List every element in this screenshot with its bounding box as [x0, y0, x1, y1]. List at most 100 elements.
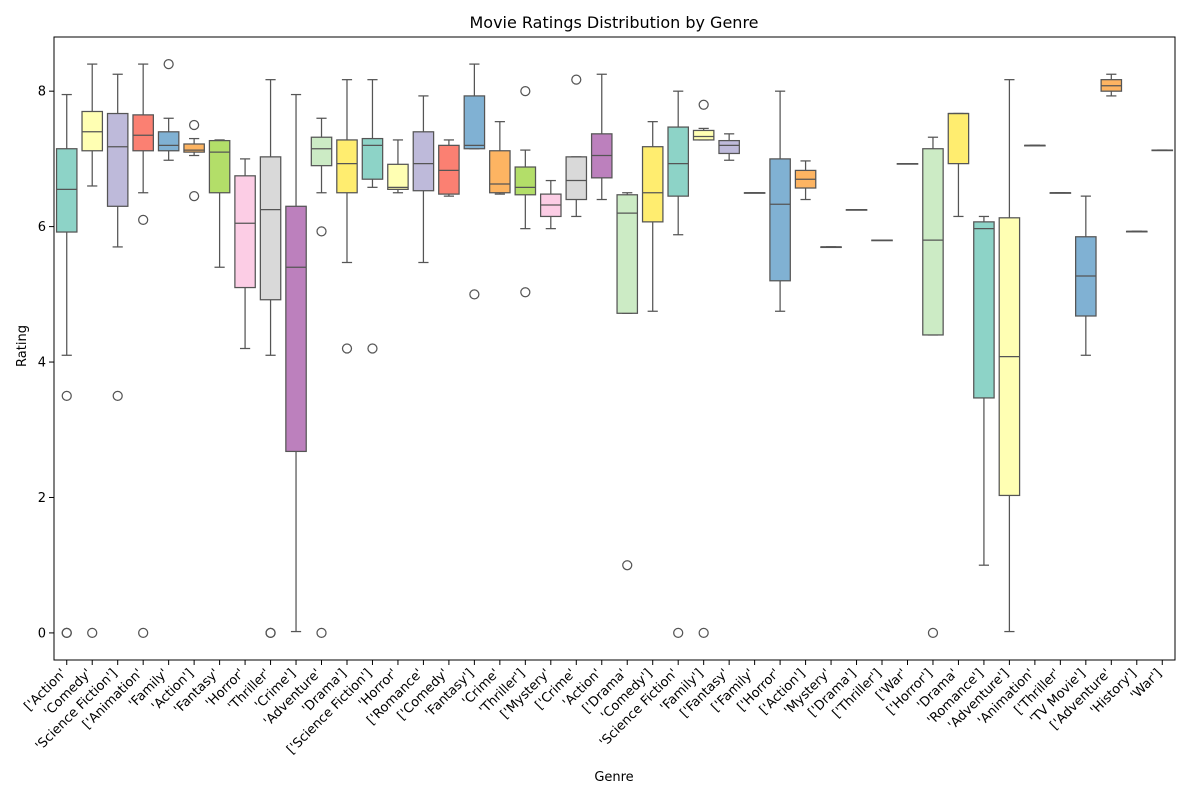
outlier-point: [520, 86, 531, 97]
box-group: [234, 158, 256, 350]
box: [769, 158, 791, 282]
box: [157, 131, 180, 152]
outlier-point: [673, 627, 684, 639]
box-group: [259, 79, 282, 639]
box: [463, 95, 486, 150]
box-group: [616, 192, 639, 571]
box: [616, 194, 639, 314]
y-tick-label: 0: [38, 626, 46, 641]
box: [718, 139, 740, 155]
box: [565, 156, 588, 201]
outlier-point: [520, 287, 531, 298]
box-group: [539, 179, 562, 230]
box: [310, 136, 333, 167]
outlier-point: [341, 343, 353, 354]
y-tick-label: 2: [38, 491, 46, 506]
box-group: [514, 86, 537, 298]
outlier-point: [316, 226, 327, 237]
box-group: [208, 139, 231, 268]
box-group: [947, 112, 970, 218]
box: [489, 150, 511, 194]
box: [514, 166, 537, 196]
box-group: [692, 99, 715, 639]
box-group: [1125, 230, 1148, 233]
box-group: [463, 63, 486, 300]
outlier-point: [138, 214, 149, 225]
box: [922, 148, 944, 336]
box-group: [922, 136, 944, 639]
box-group: [361, 79, 384, 354]
box-group: [1075, 195, 1097, 356]
plot-frame: [53, 36, 1176, 661]
box: [412, 131, 435, 192]
box-group: [667, 90, 690, 639]
box-group: [998, 79, 1021, 633]
outlier-point: [87, 627, 98, 639]
box: [336, 139, 358, 194]
box-group: [412, 95, 435, 264]
box: [947, 112, 970, 165]
outlier-point: [927, 627, 939, 639]
box-group: [718, 133, 740, 161]
box-group: [1100, 73, 1123, 97]
box: [208, 139, 231, 194]
box-group: [820, 246, 842, 249]
outlier-point: [189, 119, 200, 131]
box-group: [55, 93, 78, 639]
box-group: [387, 139, 409, 194]
box: [641, 146, 664, 223]
box: [234, 175, 256, 289]
y-axis-label: Rating: [15, 325, 30, 367]
box-group: [1151, 149, 1174, 152]
outlier-point: [622, 560, 633, 571]
outlier-point: [138, 627, 149, 639]
chart-title: Movie Ratings Distribution by Genre: [469, 13, 758, 32]
outlier-point: [265, 627, 276, 639]
box-group: [769, 90, 791, 312]
box-group: [845, 209, 868, 211]
box-group: [590, 73, 613, 201]
x-axis: ['Action''Comedy''Science Fiction']['Ani…: [22, 660, 1165, 757]
outlier-point: [698, 627, 709, 639]
outlier-point: [61, 390, 72, 402]
box: [692, 129, 715, 141]
box-group: [871, 239, 893, 242]
x-axis-label: Genre: [594, 770, 633, 785]
y-axis: 0 2 4 6 8: [38, 85, 54, 641]
box-group: [106, 73, 129, 402]
box: [183, 143, 205, 153]
box: [81, 110, 104, 152]
box-group: [1024, 144, 1046, 147]
box: [387, 163, 409, 190]
box-group: [438, 139, 460, 197]
y-tick-label: 8: [38, 85, 46, 100]
outlier-point: [367, 343, 378, 354]
outlier-point: [571, 74, 582, 85]
y-tick-label: 6: [38, 220, 46, 235]
box-group: [641, 121, 664, 312]
box: [973, 221, 995, 399]
box-group: [565, 74, 588, 218]
box-group: [81, 63, 104, 639]
box-group: [336, 79, 358, 354]
box: [285, 205, 307, 453]
outlier-point: [163, 58, 174, 70]
box: [132, 114, 154, 152]
box-group: [132, 63, 154, 639]
outlier-point: [61, 627, 72, 639]
box-group: [743, 192, 766, 194]
box-group: [285, 93, 307, 633]
box: [106, 112, 129, 207]
outlier-point: [469, 289, 480, 300]
box-group: [489, 121, 511, 195]
box-group: [1049, 192, 1072, 194]
outlier-point: [316, 627, 327, 639]
box: [667, 126, 690, 197]
outlier-point: [698, 99, 709, 110]
box-group: [310, 117, 333, 639]
plot-area: [55, 58, 1174, 639]
outlier-point: [189, 191, 200, 202]
y-tick-label: 4: [38, 356, 46, 371]
box: [55, 148, 78, 233]
